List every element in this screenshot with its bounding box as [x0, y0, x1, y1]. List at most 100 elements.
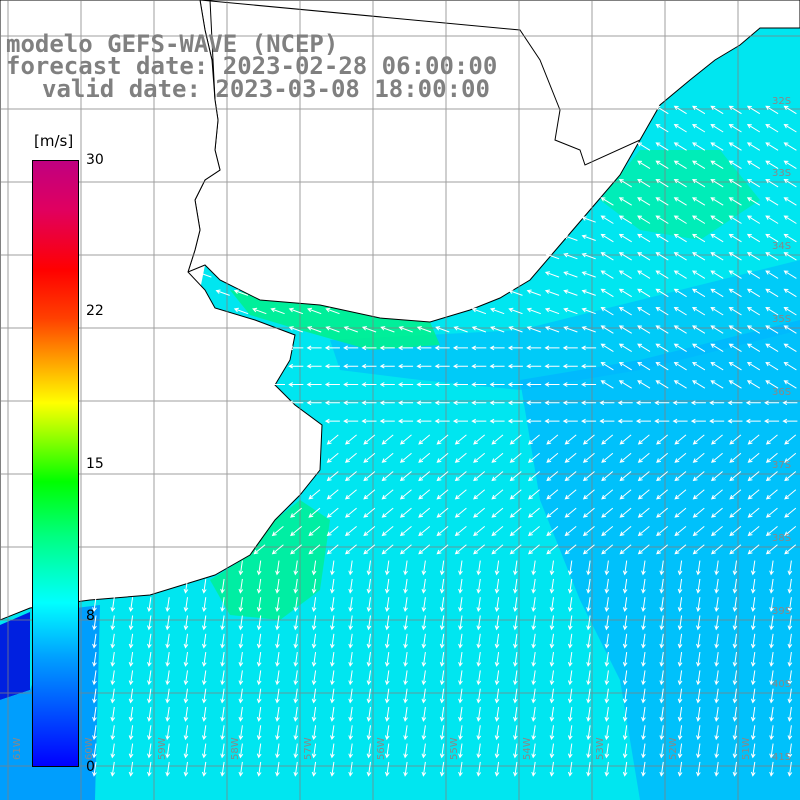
wind-arrow — [344, 452, 357, 463]
wind-arrow — [659, 743, 665, 759]
wind-arrow — [379, 400, 395, 406]
wind-arrow — [344, 544, 357, 555]
wind-arrow — [562, 382, 578, 387]
wind-arrow — [582, 452, 595, 463]
wind-arrow — [348, 578, 353, 594]
wind-arrow — [637, 325, 651, 334]
wind-arrow — [256, 725, 262, 741]
wind-arrow — [183, 725, 189, 741]
wind-arrow — [491, 489, 504, 500]
wind-arrow — [655, 380, 669, 389]
wind-arrow — [710, 526, 723, 537]
wind-arrow — [165, 597, 170, 613]
wind-arrow — [509, 452, 522, 463]
wind-arrow — [324, 400, 340, 406]
wind-arrow — [637, 489, 650, 500]
lon-label: 61W — [12, 737, 23, 760]
wind-arrow — [256, 706, 262, 722]
wind-arrow — [293, 761, 299, 777]
wind-arrow — [197, 271, 212, 278]
wind-arrow — [784, 489, 797, 500]
wind-arrow — [563, 234, 578, 241]
wind-arrow — [692, 380, 706, 389]
wind-arrow — [201, 578, 207, 594]
wind-arrow — [586, 725, 591, 741]
wind-arrow — [618, 288, 632, 298]
wind-arrow — [710, 105, 724, 115]
wind-arrow — [92, 633, 97, 649]
wind-arrow — [494, 578, 500, 594]
wind-arrow — [747, 544, 760, 555]
wind-arrow — [416, 326, 432, 333]
wind-arrow — [201, 633, 207, 649]
wind-arrow — [563, 271, 578, 278]
wind-arrow — [544, 418, 560, 424]
wind-arrow — [604, 725, 610, 741]
wind-arrow — [764, 400, 780, 406]
wind-arrow — [655, 233, 669, 243]
wind-arrow — [421, 761, 427, 777]
wind-arrow — [343, 400, 359, 406]
wind-arrow — [439, 688, 445, 704]
wind-arrow — [366, 560, 372, 576]
wind-arrow — [692, 105, 706, 115]
wind-arrow — [507, 363, 523, 369]
wind-arrow — [147, 743, 152, 759]
wind-arrow — [311, 706, 317, 722]
wind-arrows — [92, 105, 798, 777]
wind-arrow — [288, 326, 304, 333]
wind-arrow — [586, 578, 591, 594]
wind-arrow — [308, 489, 321, 500]
wind-arrow — [655, 270, 669, 279]
wind-arrow — [92, 652, 97, 667]
wind-arrow — [384, 761, 390, 777]
wind-arrow — [473, 471, 486, 482]
wind-arrow — [549, 688, 555, 704]
wind-arrow — [618, 270, 632, 279]
wind-arrow — [746, 252, 761, 261]
wind-arrow — [330, 725, 335, 741]
wind-arrow — [275, 725, 280, 741]
wind-arrow — [275, 633, 280, 649]
wind-arrow — [600, 307, 614, 316]
wind-arrow — [787, 725, 793, 741]
wind-arrow — [256, 615, 262, 631]
wind-arrow — [403, 652, 408, 667]
wind-arrow — [416, 418, 432, 424]
wind-arrow — [696, 615, 701, 631]
wind-arrow — [655, 160, 669, 170]
wind-arrow — [544, 363, 560, 369]
wind-arrow — [233, 289, 249, 296]
wind-arrow — [727, 400, 743, 406]
wind-arrow — [783, 197, 797, 206]
wind-arrow — [783, 343, 797, 353]
wind-arrow — [418, 526, 431, 537]
wind-arrow — [746, 361, 761, 371]
wind-arrow — [471, 345, 487, 351]
wind-arrow — [343, 363, 359, 369]
wind-arrow — [509, 526, 522, 537]
wind-arrow — [399, 544, 412, 555]
wind-arrow — [418, 507, 431, 518]
wind-arrow — [622, 761, 628, 777]
wind-arrow — [363, 526, 376, 537]
wind-arrow — [714, 597, 719, 613]
wind-arrow — [637, 526, 650, 537]
wind-arrow — [586, 743, 591, 759]
wind-arrow — [307, 307, 322, 315]
wind-arrow — [256, 633, 262, 649]
wind-arrow — [201, 652, 207, 667]
wind-arrow — [546, 544, 559, 555]
wind-arrow — [513, 578, 518, 594]
wind-arrow — [471, 326, 487, 333]
wind-arrow — [436, 544, 449, 555]
wind-arrow — [269, 382, 285, 387]
wind-arrow — [696, 670, 701, 686]
wind-arrow — [311, 743, 317, 759]
ocean-field — [0, 28, 800, 800]
wind-arrow — [476, 725, 482, 741]
wind-arrow — [582, 434, 595, 445]
wind-arrow — [637, 252, 651, 261]
wind-arrow — [677, 615, 683, 631]
wind-arrow — [418, 471, 431, 482]
